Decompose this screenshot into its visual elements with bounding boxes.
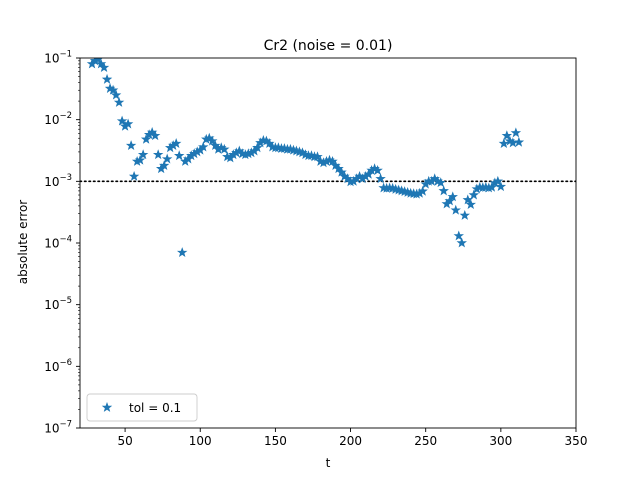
data-point <box>219 143 230 154</box>
legend-marker <box>101 402 113 412</box>
data-point <box>450 204 461 215</box>
data-point <box>447 191 458 202</box>
x-tick-label: 200 <box>339 434 362 448</box>
data-point <box>312 151 323 162</box>
data-point <box>125 140 137 151</box>
y-tick-label: 10−4 <box>44 235 72 251</box>
data-point <box>510 127 522 138</box>
data-point <box>417 185 428 196</box>
data-point <box>110 89 122 100</box>
data-point <box>107 84 119 95</box>
data-point <box>492 175 504 186</box>
data-point <box>128 170 140 181</box>
series-0 <box>86 58 525 257</box>
y-tick-label: 10−3 <box>44 173 72 189</box>
axes: 50 100 150 200 250 300 350 10−7 10−6 10−5 10−4 10−3… <box>44 50 587 449</box>
y-tick-label: 10−7 <box>44 420 72 436</box>
y-tick-label: 10−5 <box>44 296 72 312</box>
data-point <box>173 150 185 161</box>
x-tick-label: 350 <box>565 434 588 448</box>
chart-title: Cr2 (noise = 0.01) <box>264 38 393 54</box>
data-point <box>375 173 386 184</box>
data-point <box>444 195 455 206</box>
x-tick-label: 50 <box>117 434 132 448</box>
data-point <box>501 130 513 141</box>
plot-area <box>80 58 576 257</box>
data-point <box>137 149 149 160</box>
data-point <box>513 136 525 147</box>
data-point <box>459 209 470 220</box>
data-point <box>161 153 173 164</box>
data-point <box>456 237 467 248</box>
data-point <box>134 154 146 165</box>
data-point <box>198 141 209 152</box>
data-point <box>252 142 263 153</box>
data-point <box>122 118 134 129</box>
data-point <box>170 138 182 148</box>
y-tick-label: 10−2 <box>44 111 72 127</box>
data-point <box>210 140 221 151</box>
x-tick-label: 100 <box>189 434 212 448</box>
y-tick-label: 10−6 <box>44 358 72 374</box>
x-axis-label: t <box>326 456 331 470</box>
data-point <box>435 177 446 188</box>
data-point <box>101 73 113 84</box>
data-point <box>495 181 507 192</box>
data-point <box>468 189 480 200</box>
data-point <box>498 138 510 148</box>
data-point <box>113 97 125 107</box>
data-point <box>336 166 347 177</box>
legend: tol = 0.1 <box>86 393 198 422</box>
y-axis-label: absolute error <box>16 200 30 285</box>
x-tick-label: 150 <box>264 434 287 448</box>
data-point <box>372 164 383 175</box>
data-point <box>207 135 218 146</box>
data-point <box>453 230 464 241</box>
data-point <box>98 62 110 72</box>
legend-box <box>86 393 198 422</box>
data-point <box>158 160 170 171</box>
data-point <box>438 185 449 196</box>
x-tick-label: 250 <box>414 434 437 448</box>
data-point <box>176 247 188 257</box>
data-point <box>327 155 338 166</box>
legend-label: tol = 0.1 <box>129 401 181 415</box>
x-tick-label: 300 <box>489 434 512 448</box>
y-tick-label: 10−1 <box>44 50 72 66</box>
data-point <box>149 130 161 141</box>
data-point <box>465 199 476 209</box>
data-point <box>152 149 164 160</box>
data-point <box>116 115 128 126</box>
